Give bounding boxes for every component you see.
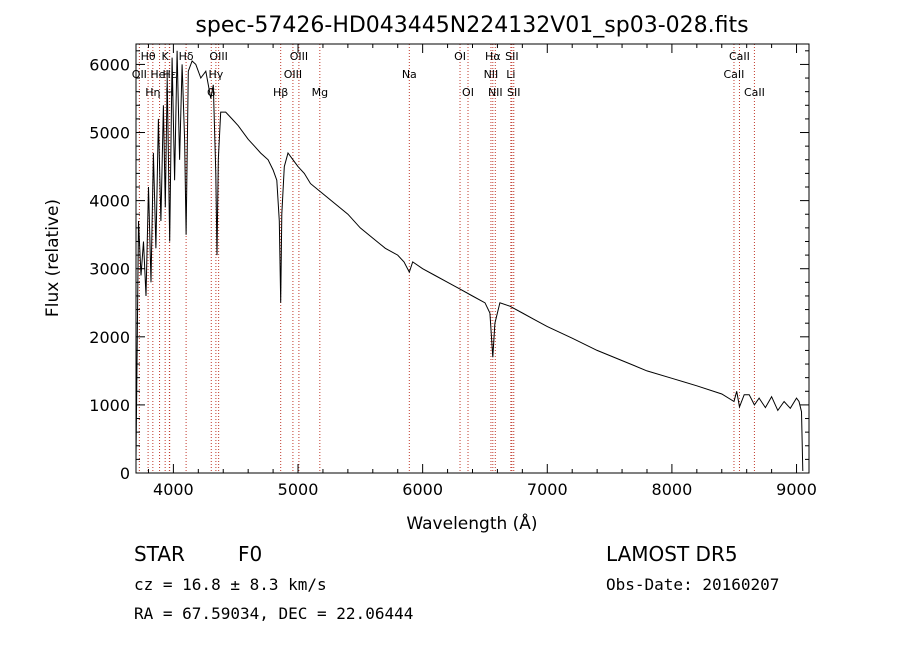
line-label: OII	[132, 68, 147, 81]
x-tick-label: 7000	[527, 480, 568, 499]
line-label: SII	[505, 50, 518, 63]
y-tick-label: 5000	[89, 124, 130, 143]
object-subclass: F0	[238, 542, 262, 566]
y-axis-label: Flux (relative)	[43, 199, 63, 317]
line-label: OIII	[209, 50, 227, 63]
y-tick-label: 0	[120, 464, 130, 483]
line-label: Hη	[145, 86, 160, 99]
line-label: OI	[462, 86, 474, 99]
line-label: H	[165, 86, 173, 99]
line-label: K	[162, 50, 170, 63]
line-label: Hβ	[273, 86, 288, 99]
plot-frame	[135, 43, 810, 474]
line-label: Hε	[163, 68, 177, 81]
line-label: SII	[507, 86, 520, 99]
line-label: OIII	[290, 50, 308, 63]
x-axis-label: Wavelength (Å)	[406, 512, 537, 534]
coordinates: RA = 67.59034, DEC = 22.06444	[134, 604, 413, 623]
line-label: OI	[454, 50, 466, 63]
line-label: CaII	[724, 68, 745, 81]
y-axis: 0 1000 2000 3000 4000 5000 6000	[89, 50, 809, 483]
spectrum-line	[135, 50, 804, 472]
line-label: Hα	[485, 50, 501, 63]
line-label: Hθ	[141, 50, 156, 63]
line-label: Hδ	[179, 50, 194, 63]
chart-title: spec-57426-HD043445N224132V01_sp03-028.f…	[195, 13, 748, 38]
survey-name: LAMOST DR5	[606, 542, 738, 566]
observation-date: Obs-Date: 20160207	[606, 575, 779, 594]
redshift-velocity: cz = 16.8 ± 8.3 km/s	[134, 575, 327, 594]
x-tick-label: 5000	[278, 480, 319, 499]
x-tick-label: 6000	[402, 480, 443, 499]
y-tick-label: 4000	[89, 192, 130, 211]
line-label: G	[207, 86, 216, 99]
y-tick-label: 2000	[89, 328, 130, 347]
y-tick-label: 6000	[89, 55, 130, 74]
line-label: NII	[488, 86, 503, 99]
line-label: Li	[506, 68, 515, 81]
x-tick-label: 4000	[153, 480, 194, 499]
line-label: NII	[484, 68, 499, 81]
line-label: Na	[402, 68, 417, 81]
x-tick-label: 8000	[652, 480, 693, 499]
y-tick-label: 3000	[89, 260, 130, 279]
line-label: OIII	[284, 68, 302, 81]
y-tick-label: 1000	[89, 396, 130, 415]
line-label: Hγ	[208, 68, 223, 81]
object-class: STAR	[134, 542, 185, 566]
line-label: CaII	[744, 86, 765, 99]
x-axis: 4000 5000 6000 7000 8000 9000	[147, 44, 817, 499]
line-label: Mg	[312, 86, 328, 99]
x-tick-label: 9000	[776, 480, 817, 499]
emission-line-markers	[138, 44, 755, 473]
line-label: CaII	[729, 50, 750, 63]
line-label: HeI	[150, 68, 168, 81]
